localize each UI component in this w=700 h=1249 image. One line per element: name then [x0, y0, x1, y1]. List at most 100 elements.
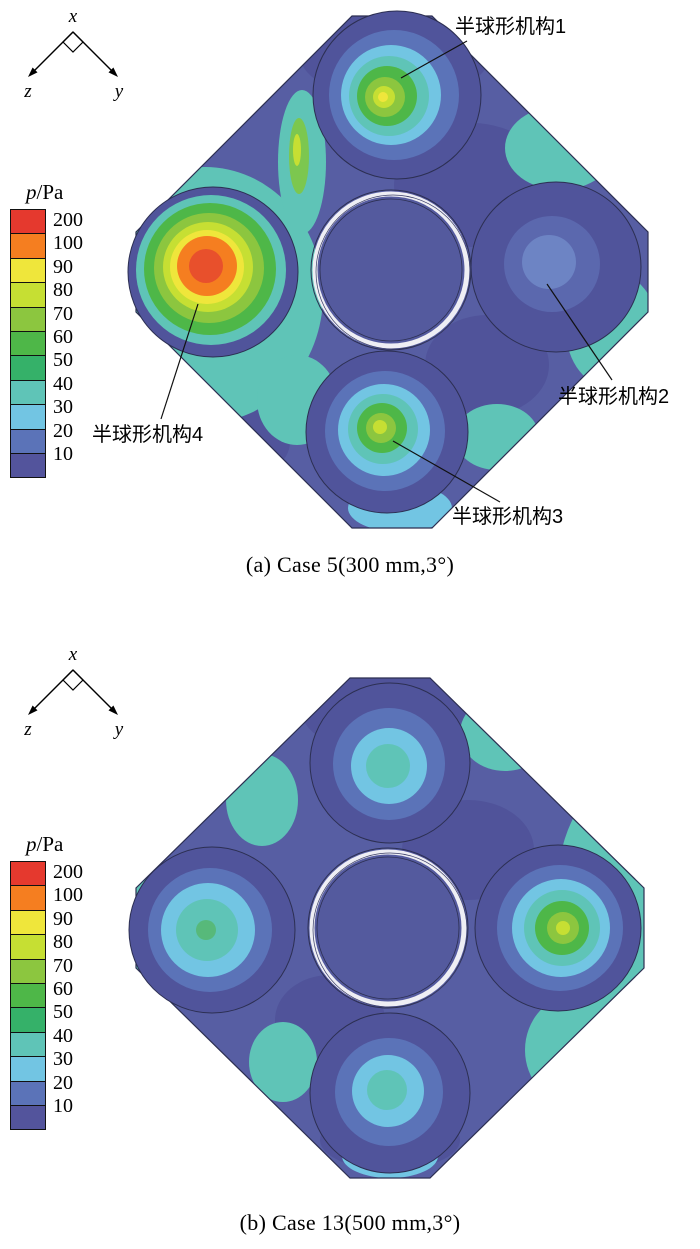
- mid-pressure-patch: [505, 106, 615, 190]
- central-ring-inner: [319, 198, 463, 342]
- colorbar-value: 80: [53, 279, 73, 302]
- contour-ring: [378, 92, 388, 102]
- hemisphere-1-top: [309, 682, 471, 844]
- z-axis-line: [31, 31, 74, 74]
- contour-ring: [556, 921, 570, 935]
- colorbar-value: 60: [53, 325, 73, 348]
- y-axis-arrowhead: [108, 705, 118, 715]
- pressure-legend: p/Pa 200 100 90: [10, 180, 122, 479]
- coordinate-axes: x z y: [23, 6, 124, 102]
- colorbar-swatch-100: [11, 886, 45, 911]
- colorbar-value: 90: [53, 255, 73, 278]
- axis-y-label: y: [113, 719, 124, 740]
- legend-title: p/Pa: [26, 832, 122, 857]
- colorbar-value: 50: [53, 1001, 73, 1024]
- colorbar-swatch-80: [11, 935, 45, 960]
- colorbar-value: 70: [53, 954, 73, 977]
- central-ring-inner: [316, 856, 460, 1000]
- y-axis-arrowhead: [108, 67, 118, 77]
- colorbar-swatch-70: [11, 307, 45, 332]
- y-axis-line: [72, 31, 115, 74]
- colorbar-swatch-40: [11, 380, 45, 406]
- colorbar-swatches: [10, 209, 46, 479]
- contour-ring: [367, 1070, 407, 1110]
- colorbar-swatch-60: [11, 331, 45, 357]
- colorbar-swatch-30: [11, 1057, 45, 1082]
- mid-pressure-patch: [226, 754, 298, 846]
- hemisphere-4-left: [127, 186, 299, 358]
- axis-x-label: x: [68, 644, 78, 665]
- colorbar-swatch-90: [11, 258, 45, 284]
- leader-line-2: [546, 283, 613, 381]
- subfigure-a: x z y p/Pa: [0, 0, 700, 600]
- mid-pressure-patch: [525, 995, 625, 1105]
- label-hemisphere-3: 半球形机构3: [452, 505, 563, 528]
- central-ring-offset-line: [312, 852, 468, 1008]
- colorbar-value: 100: [53, 232, 83, 255]
- pressure-legend: p/Pa 200 100 90: [10, 832, 122, 1131]
- central-ring-outer: [307, 847, 469, 1009]
- z-axis-arrowhead: [28, 67, 38, 77]
- label-hemisphere-1: 半球形机构1: [455, 15, 566, 38]
- y-axis-line: [72, 669, 115, 712]
- colorbar-swatches: [10, 861, 46, 1131]
- colorbar-value: 80: [53, 931, 73, 954]
- label-hemisphere-4: 半球形机构4: [92, 423, 203, 446]
- colorbar-value: 200: [53, 861, 83, 883]
- central-ring-offset-line: [315, 194, 471, 350]
- contour-ring: [373, 420, 387, 434]
- contour-ring: [196, 920, 216, 940]
- colorbar-swatch-100: [11, 234, 45, 259]
- contour-plot-b: [128, 677, 645, 1179]
- colorbar: 200 100 90 80 70 60 50 40 30 20 10: [10, 209, 122, 479]
- caption-a: (a) Case 5(300 mm,3°): [245, 552, 455, 577]
- central-ring: [310, 189, 472, 351]
- colorbar-value: 30: [53, 1048, 73, 1071]
- hemisphere-1-top: [312, 10, 482, 180]
- leader-line-3: [392, 440, 501, 503]
- caption-b: (b) Case 13(500 mm,3°): [239, 1210, 461, 1235]
- central-ring-band: [312, 191, 470, 349]
- hemisphere-3-bottom: [309, 1012, 471, 1174]
- colorbar-value: 200: [53, 209, 83, 231]
- colorbar-value: 70: [53, 302, 73, 325]
- colorbar-swatch-20: [11, 429, 45, 454]
- subfigure-b: x z y p/Pa: [0, 600, 700, 1249]
- colorbar-value: 60: [53, 977, 73, 1000]
- colorbar-swatch-60: [11, 983, 45, 1009]
- leader-line-4: [160, 303, 199, 420]
- colorbar-value: 100: [53, 884, 83, 907]
- colorbar-swatch-200: [11, 210, 45, 235]
- colorbar-swatch-200: [11, 862, 45, 887]
- colorbar-value: 90: [53, 907, 73, 930]
- axis-z-label: z: [23, 81, 32, 102]
- colorbar-value: 40: [53, 1024, 73, 1047]
- colorbar-swatch-20: [11, 1081, 45, 1106]
- hemisphere-2-right: [470, 181, 642, 353]
- hemisphere-3-bottom: [305, 350, 469, 514]
- central-ring-band: [309, 849, 467, 1007]
- legend-symbol: p: [26, 180, 37, 204]
- colorbar-value: 30: [53, 396, 73, 419]
- colorbar-value: 10: [53, 442, 73, 465]
- axis-z-label: z: [23, 719, 32, 740]
- legend-symbol: p: [26, 832, 37, 856]
- colorbar-swatch-10: [11, 1105, 45, 1130]
- mid-pressure-patch: [249, 1022, 317, 1102]
- mid-pressure-patch: [460, 695, 550, 771]
- colorbar-value: 50: [53, 349, 73, 372]
- colorbar-value: 10: [53, 1094, 73, 1117]
- colorbar-swatch-90: [11, 910, 45, 936]
- colorbar-values: 200 100 90 80 70 60 50 40 30 20 10: [53, 209, 83, 478]
- leader-line-1: [400, 40, 468, 79]
- contour-ring: [366, 744, 410, 788]
- hemisphere-2-right: [474, 844, 642, 1012]
- colorbar-value: 20: [53, 1071, 73, 1094]
- z-axis-line: [31, 669, 74, 712]
- axis-y-label: y: [113, 81, 124, 102]
- axis-x-label: x: [68, 6, 78, 27]
- contour-ring: [189, 249, 223, 283]
- coordinate-axes: x z y: [23, 644, 124, 740]
- colorbar-swatch-50: [11, 356, 45, 381]
